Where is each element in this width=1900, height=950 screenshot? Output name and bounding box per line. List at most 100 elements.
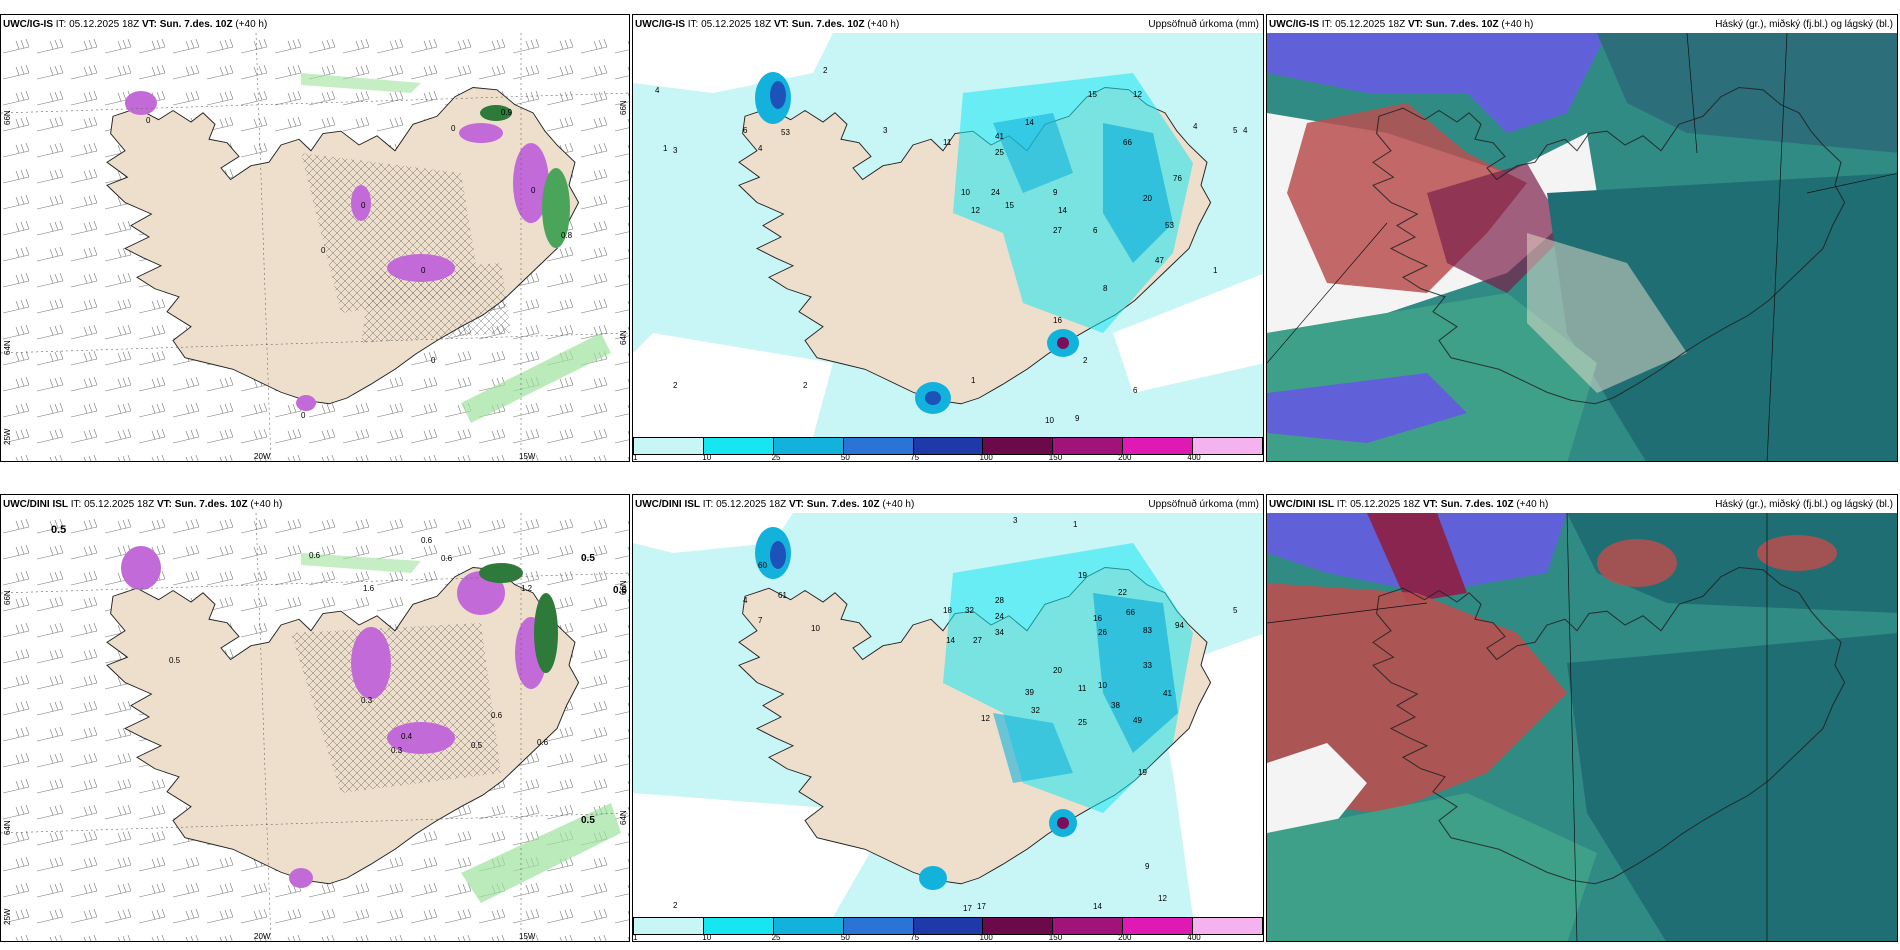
value-label: 0.8 — [561, 231, 573, 240]
value-label: 3 — [1013, 516, 1018, 525]
cloud-map — [1267, 33, 1897, 461]
value-label: 32 — [1031, 706, 1040, 715]
precip-map: 2 3 4 5 1 3 6 4 53 11 41 25 14 24 15 10 … — [633, 33, 1263, 437]
lat-label: 66N — [619, 100, 628, 115]
value-label: 9 — [1075, 414, 1080, 423]
value-label: 76 — [1173, 174, 1182, 183]
value-label: 10 — [1045, 416, 1054, 425]
wind-map: 0.5 0.6 0.6 0.6 0.5 1.6 1.2 0.6 0.5 0.5 … — [1, 513, 629, 941]
lat-label: 66N — [3, 590, 12, 605]
value-label: 20 — [1053, 666, 1062, 675]
value-label: 6 — [1133, 386, 1138, 395]
lead-time: (+40 h) — [235, 19, 268, 30]
value-label: 3 — [883, 126, 888, 135]
value-label: 0.9 — [501, 108, 513, 117]
value-label: 2 — [1083, 356, 1088, 365]
panel-ig-clouds: UWC/IG-IS IT: 05.12.2025 18Z VT: Sun. 7.… — [1266, 14, 1898, 462]
lat-label: 64N — [3, 820, 12, 835]
value-label: 28 — [995, 596, 1004, 605]
value-label: 0 — [431, 356, 436, 365]
value-label: 32 — [965, 606, 974, 615]
value-label: 60 — [758, 561, 767, 570]
panel-subtitle: Uppsöfnuð úrkoma (mm) — [1148, 19, 1259, 30]
value-label: 6 — [743, 126, 748, 135]
it-label: IT: — [687, 19, 699, 30]
value-label: 0 — [321, 246, 326, 255]
it-label: IT: — [1336, 499, 1348, 510]
lat-label: 25W — [3, 428, 12, 445]
lat-label: 64N — [3, 340, 12, 355]
value-label: 18 — [943, 606, 952, 615]
panel-title: UWC/IG-IS IT: 05.12.2025 18Z VT: Sun. 7.… — [3, 19, 267, 30]
value-label: 61 — [778, 591, 787, 600]
lead-time: (+40 h) — [1516, 499, 1549, 510]
value-label: 53 — [1165, 221, 1174, 230]
lat-label: 66N — [619, 580, 628, 595]
value-label: 2 — [823, 66, 828, 75]
value-label: 10 — [1098, 681, 1107, 690]
value-label: 66 — [1123, 138, 1132, 147]
lon-label: 15W — [519, 452, 536, 461]
value-label: 0.5 — [471, 741, 483, 750]
value-label: 5 — [1233, 126, 1238, 135]
colorbar-label: 400 — [1187, 453, 1201, 462]
value-label: 49 — [1133, 716, 1142, 725]
value-label: 0.5 — [51, 524, 66, 536]
panel-dini-precip: UWC/DINI ISL IT: 05.12.2025 18Z VT: Sun.… — [632, 494, 1264, 942]
value-label: 9 — [1145, 862, 1150, 871]
colorbar-label: 400 — [1187, 933, 1201, 942]
vt-label: VT: — [141, 19, 157, 30]
panel-title: UWC/IG-IS IT: 05.12.2025 18Z VT: Sun. 7.… — [1269, 19, 1533, 30]
value-label: 1.2 — [521, 584, 533, 593]
value-label: 33 — [1143, 661, 1152, 670]
it-label: IT: — [70, 499, 82, 510]
value-label: 0.3 — [361, 696, 373, 705]
panel-dini-wind: UWC/DINI ISL IT: 05.12.2025 18Z VT: Sun.… — [0, 494, 630, 942]
lon-label: 20W — [254, 452, 271, 461]
value-label: 16 — [1053, 316, 1062, 325]
value-label: 19 — [1138, 768, 1147, 777]
value-label: 12 — [971, 206, 980, 215]
model-name: UWC/IG-IS — [635, 19, 685, 30]
model-name: UWC/IG-IS — [3, 19, 53, 30]
colorbar: 1 10 25 50 75 100 150 200 400 — [633, 437, 1263, 461]
value-label: 1 — [663, 144, 668, 153]
vt-value: Sun. 7.des. 10Z — [791, 19, 865, 30]
value-label: 4 — [655, 86, 660, 95]
colorbar-label: 150 — [1048, 933, 1063, 942]
value-label: 25 — [1078, 718, 1087, 727]
lat-label: 66N — [3, 110, 12, 125]
value-label: 14 — [1058, 206, 1067, 215]
colorbar-label: 75 — [910, 453, 920, 462]
value-label: 10 — [811, 624, 820, 633]
value-label: 14 — [946, 636, 955, 645]
value-label: 7 — [758, 616, 763, 625]
it-label: IT: — [1321, 19, 1333, 30]
value-label: 24 — [995, 612, 1004, 621]
it-value: 05.12.2025 18Z — [84, 499, 155, 510]
value-label: 38 — [1111, 701, 1120, 710]
value-label: 41 — [995, 132, 1004, 141]
value-label: 0.3 — [391, 746, 403, 755]
value-label: 17 — [963, 904, 972, 913]
lat-label: 64N — [619, 810, 628, 825]
model-name: UWC/IG-IS — [1269, 19, 1319, 30]
value-label: 0 — [146, 116, 151, 125]
value-label: 11 — [1078, 684, 1087, 693]
value-label: 12 — [1133, 90, 1142, 99]
panel-ig-wind: UWC/IG-IS IT: 05.12.2025 18Z VT: Sun. 7.… — [0, 14, 630, 462]
colorbar-label: 25 — [771, 453, 781, 462]
colorbar-label: 200 — [1118, 453, 1132, 462]
vt-value: Sun. 7.des. 10Z — [1440, 499, 1514, 510]
it-label: IT: — [55, 19, 67, 30]
lat-label: 64N — [619, 330, 628, 345]
value-label: 0 — [421, 266, 426, 275]
value-label: 11 — [943, 138, 952, 147]
value-label: 0.6 — [537, 738, 549, 747]
value-label: 0 — [531, 186, 536, 195]
it-value: 05.12.2025 18Z — [1335, 19, 1406, 30]
value-label: 0 — [361, 201, 366, 210]
it-label: IT: — [702, 499, 714, 510]
value-label: 0.6 — [441, 554, 453, 563]
value-label: 19 — [1078, 571, 1087, 580]
